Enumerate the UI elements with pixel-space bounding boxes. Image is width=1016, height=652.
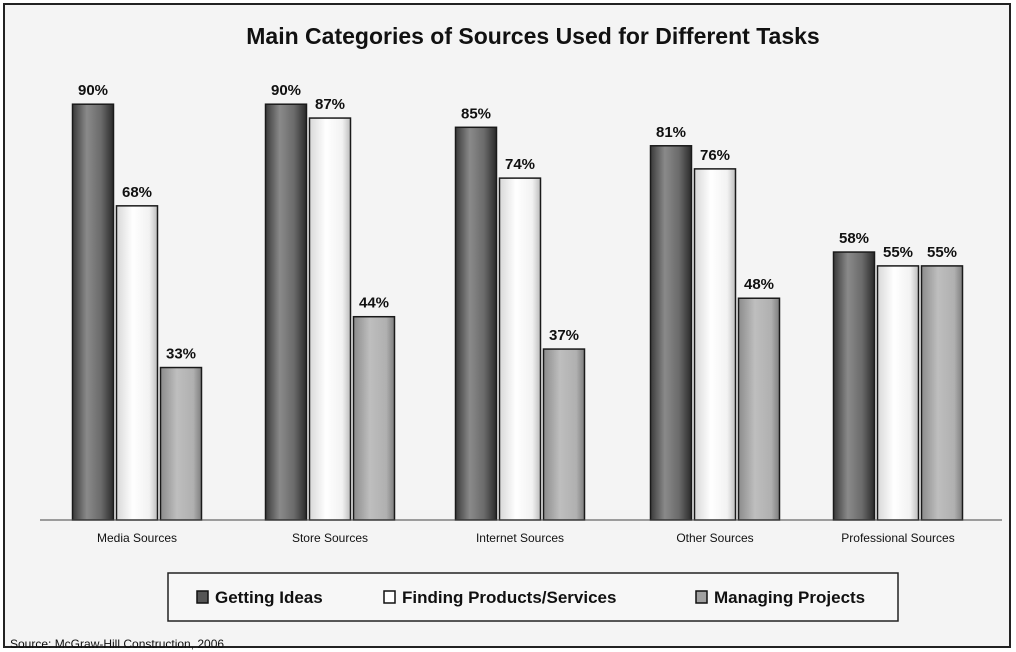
bar-1-5 [832, 251, 876, 521]
bar-2-2 [308, 117, 352, 521]
bar-2-3 [498, 177, 542, 521]
bars-layer [71, 103, 964, 521]
bar-3-1 [159, 366, 203, 521]
category-label: Other Sources [676, 531, 753, 545]
chart-title: Main Categories of Sources Used for Diff… [246, 23, 819, 49]
value-label-1-1: 90% [78, 82, 108, 99]
legend-swatch-2 [383, 590, 396, 604]
bar-3-4 [737, 297, 781, 521]
legend-swatch-1 [196, 590, 209, 604]
bar-1-1 [71, 103, 115, 521]
value-label-3-4: 48% [744, 276, 774, 293]
bar-2-4 [693, 168, 737, 521]
value-label-3-3: 37% [549, 327, 579, 344]
value-label-3-5: 55% [927, 244, 957, 261]
bar-1-4 [649, 145, 693, 521]
value-label-1-3: 85% [461, 105, 491, 122]
value-label-3-2: 44% [359, 295, 389, 312]
bar-3-2 [352, 315, 396, 521]
value-label-2-1: 68% [122, 184, 152, 201]
bar-1-2 [264, 103, 308, 521]
value-label-1-5: 58% [839, 230, 869, 247]
bar-1-3 [454, 126, 498, 521]
category-label: Professional Sources [841, 531, 954, 545]
value-label-2-2: 87% [315, 96, 345, 113]
value-label-1-2: 90% [271, 82, 301, 99]
legend-label-3: Managing Projects [714, 588, 865, 607]
value-label-1-4: 81% [656, 124, 686, 141]
legend-items: Getting Ideas Finding Products/Services Ma… [196, 588, 865, 607]
legend-label-2: Finding Products/Services [402, 588, 616, 607]
value-labels-layer: 90% 68% 33% 90% 87% 44% 85% 74% 37% 81% 76% 48% 58% 5… [78, 82, 957, 362]
legend-swatch-3 [695, 590, 708, 604]
legend-label-1: Getting Ideas [215, 588, 323, 607]
bar-3-3 [542, 348, 586, 521]
bar-3-5 [920, 265, 964, 521]
category-label: Internet Sources [476, 531, 564, 545]
value-label-2-4: 76% [700, 147, 730, 164]
legend: Getting Ideas Finding Products/Services Ma… [167, 572, 899, 622]
bar-2-1 [115, 205, 159, 521]
value-label-3-1: 33% [166, 346, 196, 363]
source-note: Source: McGraw-Hill Construction, 2006 [10, 637, 224, 651]
category-labels-layer: Media Sources Store Sources Internet Sourc… [97, 531, 955, 545]
value-label-2-3: 74% [505, 156, 535, 173]
value-label-2-5: 55% [883, 244, 913, 261]
category-label: Store Sources [292, 531, 368, 545]
legend-box [167, 572, 899, 622]
bar-2-5 [876, 265, 920, 521]
category-label: Media Sources [97, 531, 177, 545]
